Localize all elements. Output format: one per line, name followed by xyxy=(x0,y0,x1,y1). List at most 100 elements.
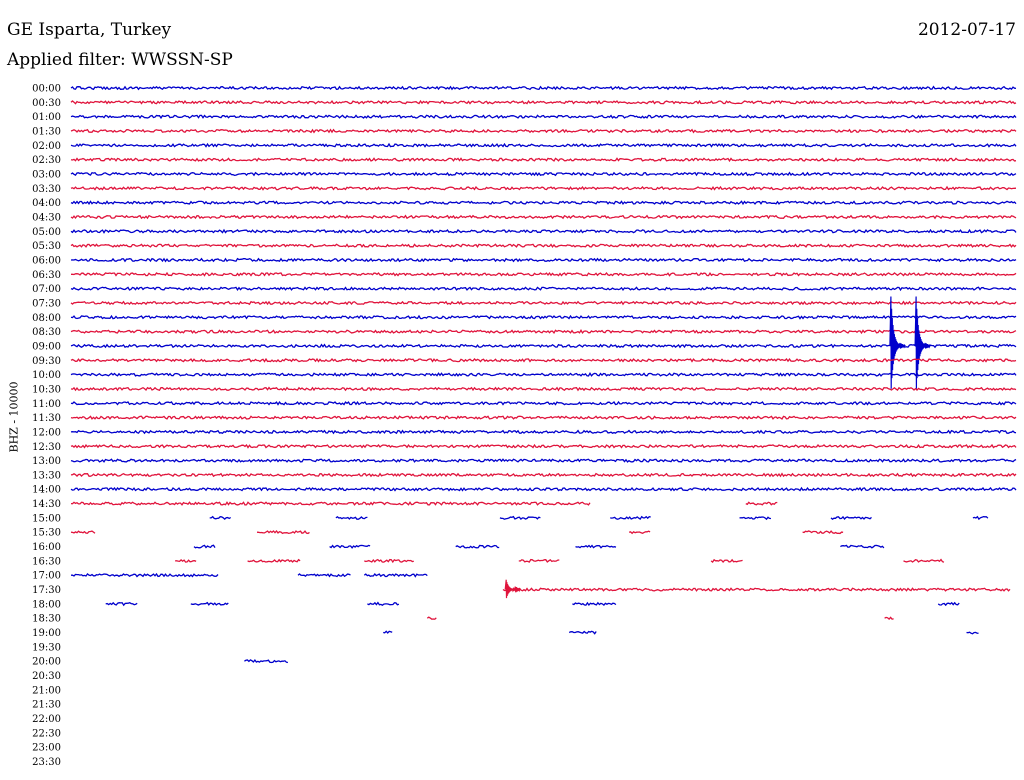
trace-segment xyxy=(840,544,885,549)
time-tick-label: 09:00 xyxy=(32,341,61,352)
time-tick-label: 22:30 xyxy=(32,728,61,739)
trace-segment xyxy=(70,114,1017,120)
trace-segment xyxy=(335,515,368,520)
trace-segment xyxy=(209,515,232,520)
trace-segment xyxy=(575,544,617,549)
time-tick-label: 17:00 xyxy=(32,571,61,582)
trace-segment xyxy=(70,128,1017,134)
trace-segment xyxy=(383,630,393,634)
time-tick-label: 10:30 xyxy=(32,384,61,395)
trace-segment xyxy=(364,558,414,564)
trace-segment xyxy=(105,601,138,607)
trace-segment xyxy=(190,601,229,606)
trace-segment xyxy=(193,544,216,549)
trace-segment xyxy=(628,530,651,535)
trace-segment xyxy=(329,544,371,549)
trace-segment xyxy=(70,386,1017,392)
trace-segment xyxy=(70,99,1017,105)
trace-segment xyxy=(70,185,1017,191)
trace-segment xyxy=(70,372,1017,377)
time-tick-label: 17:30 xyxy=(32,585,61,596)
trace-segment xyxy=(71,572,219,578)
time-tick-label: 04:30 xyxy=(32,212,61,223)
trace-segment xyxy=(70,257,1017,263)
trace-segment xyxy=(70,214,1017,220)
trace-segment xyxy=(256,529,310,535)
trace-segment xyxy=(966,631,979,635)
time-tick-label: 02:00 xyxy=(32,141,61,152)
time-tick-label: 03:00 xyxy=(32,169,61,180)
time-tick-label: 00:00 xyxy=(32,84,61,95)
trace-segment xyxy=(70,243,1017,249)
trace-segment xyxy=(70,200,1017,206)
time-tick-label: 23:00 xyxy=(32,743,61,754)
trace-segment xyxy=(70,85,1017,91)
trace-segment xyxy=(830,515,872,521)
trace-segment xyxy=(247,558,301,563)
trace-segment xyxy=(70,472,1017,478)
trace-segment xyxy=(568,630,597,635)
trace-segment xyxy=(363,572,428,578)
time-tick-label: 07:30 xyxy=(32,298,61,309)
event-waveform xyxy=(889,296,906,389)
time-tick-label: 07:00 xyxy=(32,284,61,295)
trace-segment xyxy=(70,228,1017,234)
time-tick-label: 18:00 xyxy=(32,599,61,610)
trace-segment xyxy=(70,458,1017,463)
filter-label: Applied filter: WWSSN-SP xyxy=(7,50,233,70)
time-tick-label: 15:30 xyxy=(32,528,61,539)
trace-segment xyxy=(244,659,289,664)
time-tick-label: 18:30 xyxy=(32,614,61,625)
trace-segment xyxy=(972,515,989,521)
time-tick-label: 13:30 xyxy=(32,470,61,481)
trace-segment xyxy=(739,516,772,521)
trace-segment xyxy=(426,616,437,620)
time-tick-label: 23:30 xyxy=(32,757,61,768)
trace-segment xyxy=(70,357,1017,363)
time-tick-label: 03:30 xyxy=(32,184,61,195)
time-tick-label: 21:00 xyxy=(32,685,61,696)
event-waveform xyxy=(914,296,931,389)
trace-segment xyxy=(70,343,1017,349)
trace-segment xyxy=(802,530,844,535)
time-tick-label: 15:00 xyxy=(32,513,61,524)
time-tick-label: 11:30 xyxy=(32,413,61,424)
time-tick-label: 01:00 xyxy=(32,112,61,123)
trace-segment xyxy=(70,486,1017,492)
trace-segment xyxy=(70,329,1017,335)
trace-segment xyxy=(297,573,351,578)
trace-segment xyxy=(70,530,96,534)
time-tick-label: 00:30 xyxy=(32,98,61,109)
time-tick-label: 08:00 xyxy=(32,313,61,324)
trace-segment xyxy=(572,601,617,607)
time-tick-label: 20:30 xyxy=(32,671,61,682)
time-tick-label: 16:00 xyxy=(32,542,61,553)
trace-segment xyxy=(70,429,1017,435)
trace-segment xyxy=(518,558,560,563)
time-tick-label: 22:00 xyxy=(32,714,61,725)
time-tick-label: 19:30 xyxy=(32,642,61,653)
time-tick-label: 05:30 xyxy=(32,241,61,252)
station-title: GE Isparta, Turkey xyxy=(7,20,172,40)
trace-segment xyxy=(70,300,1017,306)
trace-segment xyxy=(70,400,1017,406)
trace-segment xyxy=(70,171,1017,177)
trace-segment xyxy=(70,286,1017,292)
trace-segment xyxy=(937,601,960,607)
time-tick-label: 01:30 xyxy=(32,126,61,137)
time-tick-label: 12:00 xyxy=(32,427,61,438)
time-tick-label: 14:00 xyxy=(32,485,61,496)
trace-segment xyxy=(903,558,945,563)
date-label: 2012-07-17 xyxy=(917,20,1016,40)
time-tick-label: 16:30 xyxy=(32,556,61,567)
trace-segment xyxy=(502,587,1011,592)
trace-segment xyxy=(71,271,1017,277)
time-tick-label: 04:00 xyxy=(32,198,61,209)
time-tick-label: 21:30 xyxy=(32,700,61,711)
time-tick-label: 11:00 xyxy=(32,399,61,410)
time-tick-label: 13:00 xyxy=(32,456,61,467)
trace-segment xyxy=(610,515,651,521)
time-tick-label: 20:00 xyxy=(32,657,61,668)
time-tick-label: 10:00 xyxy=(32,370,61,381)
